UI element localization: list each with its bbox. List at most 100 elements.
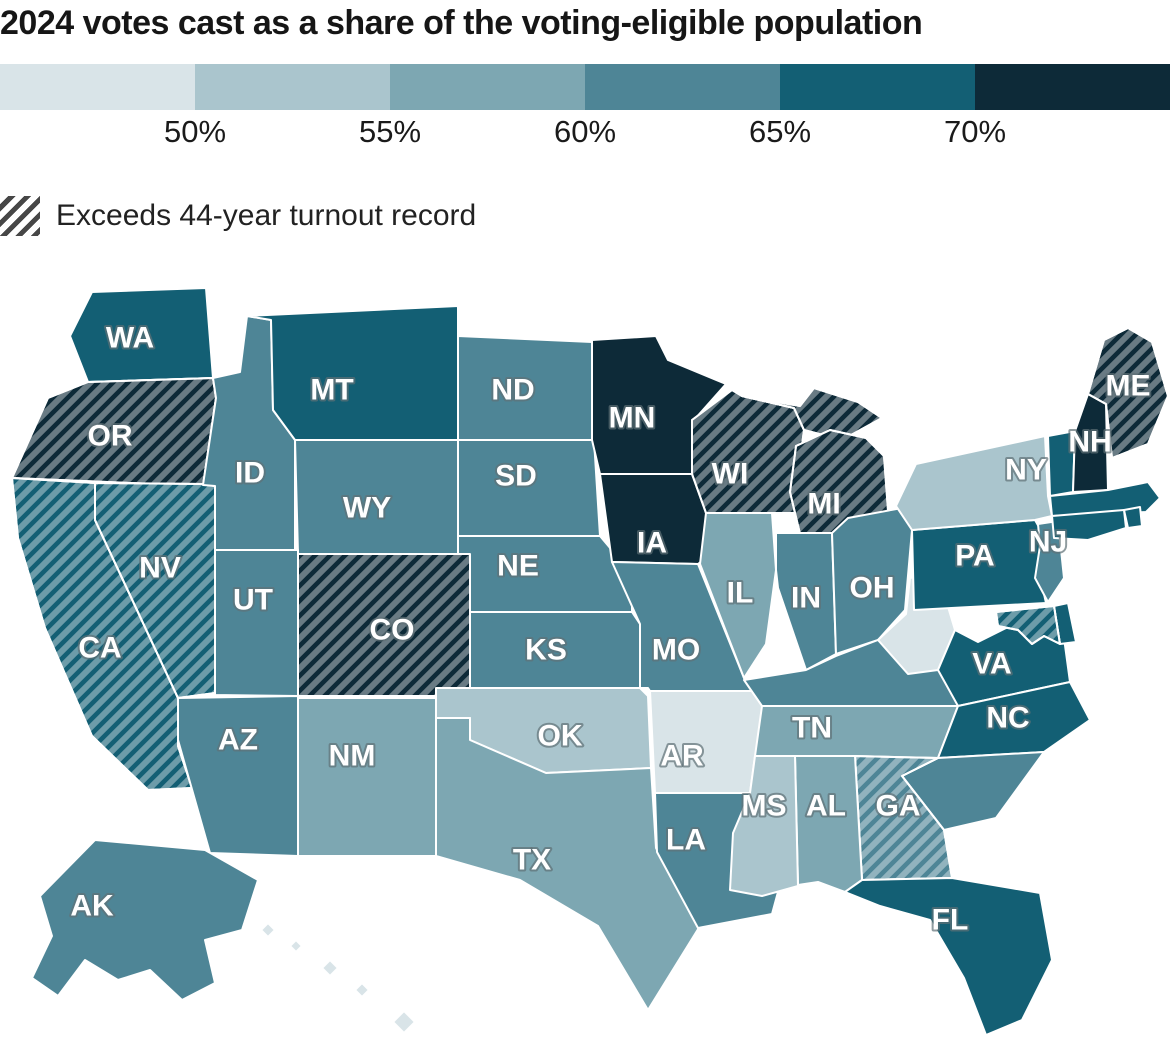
state-label-NC: NC — [986, 702, 1029, 735]
us-choropleth-map: WA OR CA NV ID MT WY UT CO AZ NM ND SD NE KS OK TX MN IA MO… — [11, 287, 1169, 1036]
state-label-FL: FL — [932, 904, 969, 937]
state-label-WI: WI — [712, 458, 749, 491]
map-container: WA OR CA NV ID MT WY UT CO AZ NM ND SD NE KS OK TX MN IA MO… — [0, 278, 1170, 1063]
page-title: 2024 votes cast as a share of the voting… — [0, 4, 923, 42]
state-hatch-WI — [691, 389, 807, 514]
state-label-ID: ID — [235, 457, 265, 490]
state-label-AL: AL — [806, 790, 846, 823]
state-label-VA: VA — [972, 648, 1011, 681]
legend-tick-70%: 70% — [943, 114, 1007, 149]
state-group-MS — [729, 755, 799, 897]
state-HI — [354, 982, 370, 998]
state-label-OK: OK — [538, 720, 583, 753]
state-label-NJ: NJ — [1029, 526, 1067, 559]
legend-tick-60%: 60% — [553, 114, 617, 149]
state-group-MD — [995, 605, 1061, 645]
state-label-CA: CA — [78, 632, 121, 665]
state-group-UT — [214, 549, 299, 697]
state-group-AZ — [177, 695, 299, 857]
state-label-MO: MO — [652, 634, 700, 667]
state-group-MI — [741, 387, 889, 535]
state-label-ND: ND — [491, 374, 534, 407]
state-group-RI — [1123, 506, 1143, 529]
state-hatch-MI — [741, 387, 883, 441]
state-group-TN — [754, 705, 959, 759]
state-group-OH — [831, 507, 913, 655]
state-label-AZ: AZ — [218, 724, 258, 757]
state-label-LA: LA — [666, 824, 706, 857]
state-label-MN: MN — [609, 402, 656, 435]
state-label-IA: IA — [637, 527, 667, 560]
state-label-KS: KS — [525, 634, 567, 667]
state-label-MI: MI — [807, 488, 840, 521]
state-label-IL: IL — [727, 577, 754, 610]
state-AK — [31, 839, 259, 1001]
state-label-WA: WA — [106, 322, 154, 355]
state-FL — [844, 877, 1053, 1036]
legend-swatch-4 — [585, 64, 780, 110]
legend-ticks: 50% 55% 60% 65% 70% — [0, 114, 1170, 156]
hatch-pattern-icon — [0, 196, 40, 236]
state-group-NH — [1072, 393, 1109, 493]
state-label-NM: NM — [329, 740, 376, 773]
state-label-IN: IN — [791, 582, 821, 615]
legend-swatch-6 — [975, 64, 1170, 110]
state-group-CO — [297, 553, 471, 697]
state-label-TX: TX — [513, 844, 551, 877]
state-label-AR: AR — [660, 740, 704, 773]
state-label-AK: AK — [70, 890, 114, 923]
legend-tick-55%: 55% — [358, 114, 422, 149]
state-TN — [754, 705, 959, 759]
state-group-WA — [69, 287, 214, 383]
state-label-SD: SD — [495, 460, 537, 493]
state-hatch-MD — [995, 605, 1061, 645]
state-NM — [297, 697, 437, 857]
state-CT — [1051, 509, 1127, 541]
state-label-GA: GA — [876, 790, 921, 823]
state-HI — [392, 1010, 416, 1034]
state-AZ — [177, 695, 299, 857]
state-label-NE: NE — [497, 550, 539, 583]
state-group-AL — [794, 755, 863, 893]
state-label-NV: NV — [139, 552, 181, 585]
state-IL — [699, 512, 777, 679]
state-group-HI — [260, 922, 416, 1034]
state-label-NY: NY — [1005, 454, 1047, 487]
state-hatch-ME — [1087, 327, 1169, 459]
legend-colorbar — [0, 64, 1170, 110]
state-group-GA — [854, 755, 953, 881]
state-RI — [1123, 506, 1143, 529]
state-WA — [69, 287, 214, 383]
state-group-AK — [31, 839, 259, 1001]
state-HI — [321, 959, 339, 977]
state-group-NM — [297, 697, 437, 857]
state-UT — [214, 549, 299, 697]
state-label-WY: WY — [343, 492, 391, 525]
legend-swatch-1 — [0, 64, 195, 110]
hatch-legend-label: Exceeds 44-year turnout record — [56, 199, 477, 232]
state-label-MS: MS — [742, 790, 787, 823]
state-label-MT: MT — [310, 374, 353, 407]
state-group-ME — [1087, 327, 1169, 459]
legend-swatch-2 — [195, 64, 390, 110]
state-label-OR: OR — [88, 420, 133, 453]
state-group-FL — [844, 877, 1053, 1036]
state-group-WI — [691, 389, 807, 514]
state-label-CO: CO — [370, 614, 415, 647]
state-label-TN: TN — [792, 712, 832, 745]
legend-tick-65%: 65% — [748, 114, 812, 149]
legend-tick-50%: 50% — [163, 114, 227, 149]
state-MS — [729, 755, 799, 897]
state-group-OR — [11, 377, 217, 487]
state-group-NE — [457, 535, 633, 613]
state-group-IL — [699, 512, 777, 679]
state-NC — [937, 681, 1091, 759]
legend-swatch-3 — [390, 64, 585, 110]
hatch-legend: Exceeds 44-year turnout record — [0, 196, 476, 236]
state-group-NC — [937, 681, 1091, 759]
state-AL — [794, 755, 863, 893]
legend-swatch-5 — [780, 64, 975, 110]
state-NH — [1072, 393, 1109, 493]
state-label-UT: UT — [233, 584, 273, 617]
